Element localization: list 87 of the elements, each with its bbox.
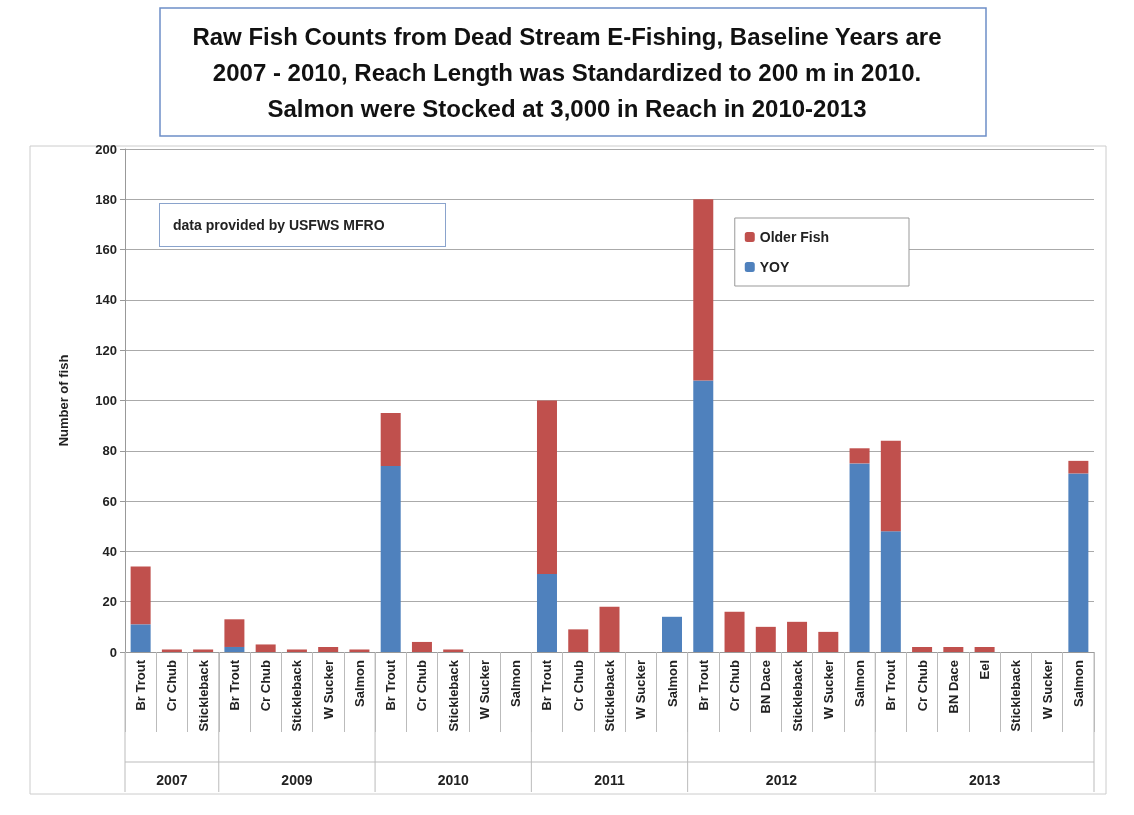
y-tick-label: 100 [95, 393, 117, 408]
bar [130, 566, 151, 625]
x-tick-label: Br Trout [539, 659, 555, 711]
y-tick-label: 120 [95, 342, 117, 358]
bar [568, 629, 589, 652]
x-tick-label: Stickleback [789, 659, 805, 732]
y-axis-title: Number of fish [56, 354, 71, 447]
x-tick-label: Cr Chub [414, 659, 430, 712]
bar [849, 448, 870, 464]
y-tick-label: 0 [109, 644, 117, 660]
x-tick-label: Br Trout [133, 659, 149, 711]
bar [224, 619, 245, 647]
x-tick-label: BN Dace [758, 660, 774, 714]
x-tick-label: W Sucker [476, 660, 492, 720]
x-tick-label: Salmon [508, 659, 524, 707]
x-tick-label: Cr Chub [914, 659, 930, 712]
bar [193, 649, 214, 652]
legend-label: Older Fish [759, 229, 829, 245]
x-tick-label: W Sucker [320, 660, 336, 720]
bar [255, 644, 276, 652]
x-tick-label: Stickleback [602, 659, 617, 732]
bar [411, 641, 432, 652]
bar [943, 646, 964, 652]
bar [880, 440, 901, 532]
bar [787, 621, 808, 652]
bar [818, 631, 839, 652]
bar [849, 463, 870, 652]
bar [536, 574, 557, 652]
bar [693, 199, 714, 381]
x-tick-label: W Sucker [820, 660, 836, 720]
x-tick-label: Cr Chub [164, 659, 180, 712]
bar [693, 380, 714, 652]
y-tick-label: 20 [102, 594, 117, 610]
x-tick-label: Cr Chub [258, 659, 274, 712]
x-tick-label: Cr Chub [727, 659, 743, 712]
bar [755, 626, 776, 652]
bar [380, 413, 401, 466]
text: 2012 [765, 772, 798, 788]
bar [974, 646, 995, 652]
x-tick-label: Stickleback [195, 659, 211, 732]
bar [161, 649, 182, 652]
y-tick-label: 60 [102, 493, 117, 509]
x-tick-label: Br Trout [383, 659, 399, 711]
x-tick-label: Br Trout [695, 659, 711, 711]
x-tick-label: Br Trout [883, 659, 899, 711]
x-tick-label: BN Dace [945, 660, 961, 714]
x-tick-label: Salmon [664, 659, 680, 707]
bar [286, 649, 307, 652]
bar [130, 624, 151, 652]
bar [880, 531, 901, 652]
x-tick-label: Salmon [852, 659, 868, 707]
x-tick-label: Salmon [351, 659, 367, 707]
y-tick-label: 180 [95, 191, 117, 207]
bar [662, 616, 683, 652]
y-tick-label: 160 [95, 242, 117, 258]
text: 2013 [969, 772, 1001, 788]
bar [224, 646, 245, 652]
x-tick-label: Stickleback [445, 659, 461, 732]
bar [724, 611, 745, 652]
bar [1068, 460, 1089, 474]
bar [912, 646, 933, 652]
x-tick-label: Stickleback [289, 659, 305, 732]
y-tick-label: 200 [95, 141, 117, 157]
bar [536, 400, 557, 575]
x-tick-label: Salmon [1070, 659, 1086, 707]
text: 2011 [594, 772, 625, 788]
chart-title: Raw Fish Counts from Dead Stream E-Fishing, Baseline Years are 2007 - 2010, Reach Length was Standardized to 200 m in 2010. Salmon were Stocked at 3,000 in Reach in 2010-2013 [192, 22, 942, 122]
bar [599, 606, 620, 652]
legend-label: YOY [759, 259, 790, 275]
x-tick-label: Cr Chub [570, 659, 586, 712]
y-tick-label: 140 [95, 292, 117, 308]
text: 2009 [281, 772, 313, 788]
bar [318, 646, 339, 652]
bar [349, 649, 370, 652]
x-tick-label: Eel [977, 660, 993, 680]
y-tick-label: 80 [102, 443, 117, 459]
bar [1068, 473, 1089, 652]
note-box: data provided by USFWS MFRO [159, 203, 446, 247]
x-tick-label: Br Trout [226, 659, 242, 711]
y-tick-label: 40 [102, 543, 117, 559]
x-tick-label: Stickleback [1008, 659, 1024, 732]
text: 2007 [156, 772, 188, 788]
text: 2010 [437, 772, 469, 788]
bar [380, 465, 401, 652]
bar [443, 649, 464, 652]
x-tick-label: W Sucker [633, 660, 649, 720]
x-tick-label: W Sucker [1039, 660, 1055, 720]
